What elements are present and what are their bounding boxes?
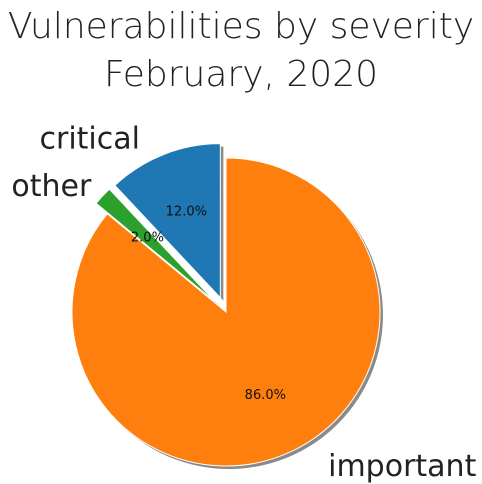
- chart-title: Vulnerabilities by severity: [8, 6, 474, 47]
- slice-layer: [71, 143, 381, 467]
- slice-percent-important: 86.0%: [245, 388, 286, 403]
- slice-percent-critical: 12.0%: [166, 204, 207, 219]
- slice-percent-other: 2.0%: [131, 231, 164, 246]
- pie-slice-critical: [114, 143, 221, 299]
- slice-label-critical: critical: [39, 122, 139, 157]
- chart-subtitle: February, 2020: [104, 54, 378, 95]
- slice-label-other: other: [11, 169, 92, 204]
- slice-label-important: important: [328, 449, 476, 484]
- label-layer: critical 12.0% other 2.0% important 86.0%: [11, 122, 476, 484]
- pie-slice-other: [95, 188, 216, 302]
- pie-slice-important: [71, 157, 381, 467]
